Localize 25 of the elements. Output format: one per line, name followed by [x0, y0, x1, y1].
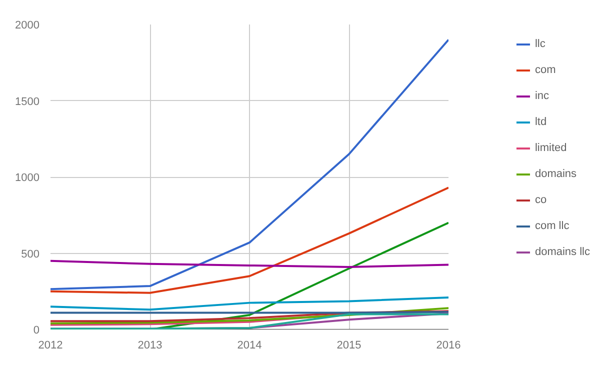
legend-label: limited [534, 142, 567, 154]
y-tick-label: 1000 [15, 172, 40, 184]
x-tick-label: 2016 [436, 340, 461, 352]
y-tick-label: 2000 [15, 20, 40, 32]
line-series [50, 260, 448, 268]
legend-label: com llc [534, 220, 570, 232]
line-series [50, 186, 448, 294]
y-tick-label: 1500 [15, 96, 40, 108]
legend-label: ltd [534, 116, 548, 128]
legend-label: co [534, 194, 548, 206]
legend-label: inc [534, 90, 550, 102]
line-series [50, 38, 448, 290]
line-series [50, 307, 448, 324]
legend-label: com [534, 64, 556, 76]
legend-label: domains llc [534, 246, 590, 258]
x-tick-label: 2012 [38, 340, 63, 352]
legend-label: llc [534, 38, 546, 50]
x-tick-label: 2014 [237, 340, 262, 352]
x-tick-label: 2015 [336, 340, 362, 352]
line-series [50, 310, 448, 322]
y-tick-label: 0 [33, 324, 40, 336]
y-tick-label: 500 [21, 248, 40, 260]
line-series [50, 296, 448, 311]
legend-label: domains [534, 168, 577, 180]
x-tick-label: 2013 [138, 340, 162, 352]
